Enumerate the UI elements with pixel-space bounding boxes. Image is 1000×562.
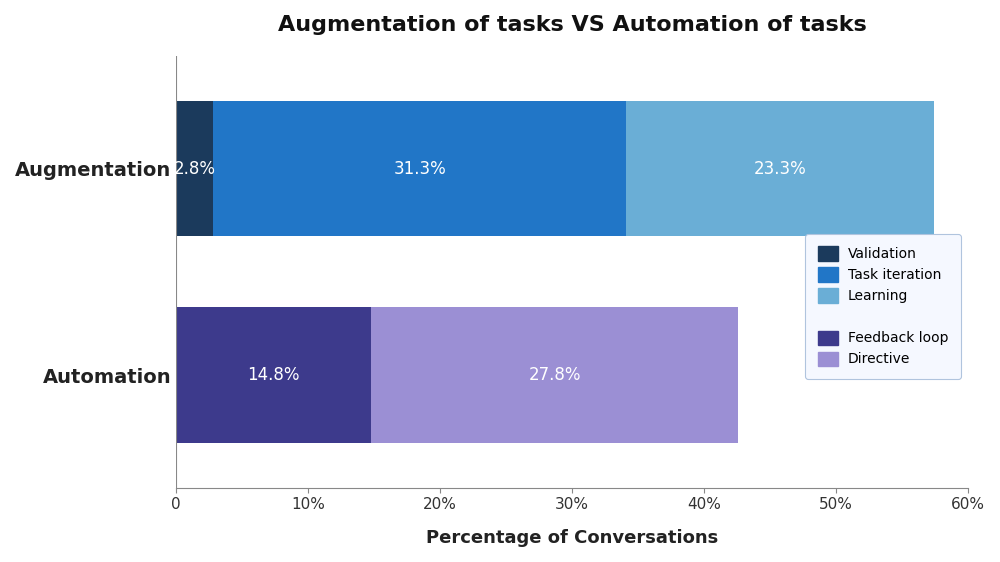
Text: 31.3%: 31.3% xyxy=(393,160,446,178)
Bar xyxy=(371,307,738,442)
X-axis label: Percentage of Conversations: Percentage of Conversations xyxy=(426,529,718,547)
Text: 14.8%: 14.8% xyxy=(248,366,300,384)
Bar xyxy=(176,101,213,236)
Text: 23.3%: 23.3% xyxy=(754,160,806,178)
Bar xyxy=(626,101,934,236)
Bar xyxy=(213,101,626,236)
Legend: Validation, Task iteration, Learning, , Feedback loop, Directive: Validation, Task iteration, Learning, , … xyxy=(805,234,961,379)
Text: 27.8%: 27.8% xyxy=(529,366,581,384)
Text: 2.8%: 2.8% xyxy=(174,160,216,178)
Bar xyxy=(176,307,371,442)
Title: Augmentation of tasks VS Automation of tasks: Augmentation of tasks VS Automation of t… xyxy=(278,15,866,35)
